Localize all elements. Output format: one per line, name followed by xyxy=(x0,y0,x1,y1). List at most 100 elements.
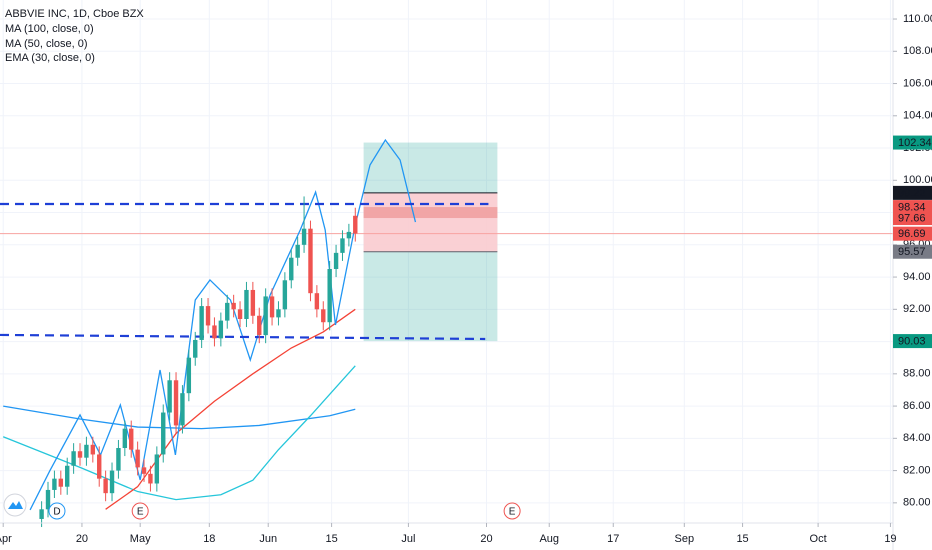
candle-body xyxy=(84,444,89,458)
price-label-box xyxy=(893,211,932,226)
candle-body xyxy=(276,309,281,318)
legend-entry: MA (50, close, 0) xyxy=(5,38,88,50)
candle-body xyxy=(205,306,211,326)
candle-body xyxy=(186,357,192,394)
candle-body xyxy=(193,339,198,358)
candle-body xyxy=(97,454,102,479)
candle-body xyxy=(289,257,294,281)
candle-body xyxy=(346,231,352,239)
price-label-box xyxy=(893,244,932,259)
event-marker xyxy=(48,502,66,520)
indicator-line xyxy=(105,308,356,510)
candle-body xyxy=(282,280,288,310)
axes: 80.0082.0084.0086.0088.0090.0092.0094.00… xyxy=(0,13,932,545)
x-tick-label: Oct xyxy=(810,533,827,545)
price-label: 98.34 xyxy=(898,201,926,213)
x-tick-label: Jul xyxy=(401,533,415,545)
price-label-box xyxy=(893,226,932,241)
x-tick-label: Apr xyxy=(0,533,12,545)
price-label: 95.57 xyxy=(898,246,926,258)
candle-body xyxy=(199,306,204,340)
price-label: 97.66 xyxy=(898,212,926,224)
price-label: 99.22 xyxy=(898,187,926,199)
y-tick-label: 80.00 xyxy=(903,497,931,509)
y-tick-label: 94.00 xyxy=(903,271,931,283)
candle-body xyxy=(340,238,345,253)
candle-body xyxy=(301,228,307,245)
candle-body xyxy=(250,289,256,316)
candle-body xyxy=(129,428,134,450)
y-tick-label: 110.00 xyxy=(903,13,932,25)
candle-body xyxy=(333,252,339,269)
event-label: E xyxy=(509,507,516,518)
candle-body xyxy=(90,444,96,455)
x-tick-label: 18 xyxy=(203,533,215,545)
candle-body xyxy=(58,478,64,487)
candle-body xyxy=(103,478,108,494)
candle-body xyxy=(77,451,83,458)
y-tick-label: 104.00 xyxy=(903,110,932,122)
event-marker xyxy=(131,502,149,520)
candle-body xyxy=(116,448,121,471)
y-tick-label: 82.00 xyxy=(903,464,931,476)
candle-body xyxy=(173,380,179,426)
logo-mark xyxy=(8,501,23,509)
x-tick-label: 15 xyxy=(736,533,748,545)
y-tick-label: 88.00 xyxy=(903,368,931,380)
legend-entry: MA (100, close, 0) xyxy=(5,23,94,35)
candle-body xyxy=(154,454,160,484)
candle-body xyxy=(257,315,262,336)
candle-body xyxy=(65,465,70,487)
event-label: E xyxy=(137,507,144,518)
y-tick-label: 92.00 xyxy=(903,303,931,315)
candle-body xyxy=(52,478,57,490)
price-label-box xyxy=(893,185,932,200)
x-tick-label: Jun xyxy=(259,533,277,545)
candle-body xyxy=(212,325,217,339)
legend-entry: EMA (30, close, 0) xyxy=(5,52,95,64)
candle-body xyxy=(327,268,332,323)
candle-body xyxy=(39,509,44,519)
candle-body xyxy=(135,449,140,468)
level-line xyxy=(0,333,486,341)
candle-body xyxy=(148,473,153,484)
x-tick-label: 20 xyxy=(76,533,88,545)
candle-body xyxy=(321,309,326,323)
entry-band xyxy=(363,207,498,219)
y-tick-label: 84.00 xyxy=(903,432,931,444)
risk-zone xyxy=(363,192,498,252)
y-tick-label: 86.00 xyxy=(903,400,931,412)
chart-title: ABBVIE INC, 1D, Cboe BZX xyxy=(5,8,144,20)
y-tick-label: 100.00 xyxy=(903,174,932,186)
x-tick-label: May xyxy=(130,533,151,545)
candle-body xyxy=(167,380,172,413)
price-label-box xyxy=(893,200,932,215)
candle-body xyxy=(353,215,358,234)
candle-body xyxy=(218,320,224,339)
price-label: 102.34 xyxy=(898,137,932,149)
x-tick-label: 17 xyxy=(607,533,619,545)
y-tick-label: 106.00 xyxy=(903,77,932,89)
candle-body xyxy=(71,451,76,466)
price-label: 96.69 xyxy=(898,228,926,240)
candle-body xyxy=(122,428,128,449)
candle-body xyxy=(180,393,185,426)
candle-body xyxy=(263,296,268,336)
event-marker xyxy=(503,502,521,520)
candle-body xyxy=(141,467,147,474)
candle-body xyxy=(109,470,115,494)
candle-body xyxy=(45,489,51,510)
candle-body xyxy=(269,296,275,318)
x-tick-label: Aug xyxy=(539,533,559,545)
candle-body xyxy=(231,302,236,310)
candle-body xyxy=(225,302,230,321)
logo xyxy=(3,493,27,517)
candle-body xyxy=(237,309,243,319)
price-label-box xyxy=(893,334,932,349)
candle-body xyxy=(161,412,166,455)
x-tick-label: 19 xyxy=(884,533,896,545)
price-label-box xyxy=(893,135,932,150)
grid xyxy=(0,0,893,523)
legend: ABBVIE INC, 1D, Cboe BZX MA (100, close,… xyxy=(5,8,144,64)
